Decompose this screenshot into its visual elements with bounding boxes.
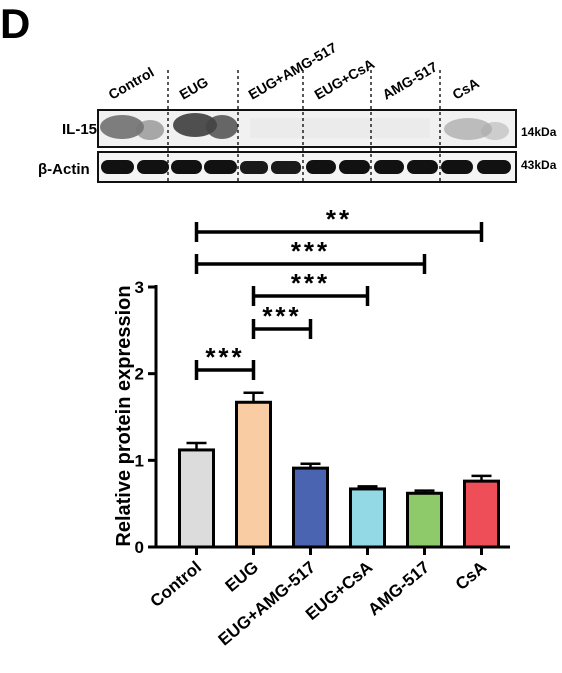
blot-size-il15: 14kDa xyxy=(521,125,557,139)
bar xyxy=(235,400,272,549)
x-tick-label: EUG xyxy=(222,558,262,596)
significance-label: *** xyxy=(291,268,330,298)
lane-label: EUG xyxy=(177,74,211,103)
significance-brackets: ************** xyxy=(194,204,484,380)
significance-label: ** xyxy=(326,204,352,234)
actin-bands xyxy=(101,160,511,174)
il15-bands xyxy=(100,113,509,140)
blot-row-label-il15: IL-15 xyxy=(62,121,97,138)
significance-label: *** xyxy=(205,342,244,372)
bar xyxy=(349,487,386,549)
bar xyxy=(463,479,500,549)
lane-dividers xyxy=(167,70,441,184)
y-tick-label: 2 xyxy=(135,365,144,384)
blot-size-actin: 43kDa xyxy=(521,158,557,172)
x-tick-label: CsA xyxy=(452,558,490,594)
bar xyxy=(292,466,329,549)
panel-label: D xyxy=(0,0,30,47)
y-tick-label: 0 xyxy=(135,538,144,557)
x-tick-label: EUG+AMG-517 xyxy=(215,558,319,650)
bars xyxy=(178,391,500,549)
x-tick-label: Control xyxy=(147,558,206,611)
significance-label: *** xyxy=(291,236,330,266)
y-axis-label: Relative protein expression xyxy=(113,285,135,546)
bar xyxy=(178,448,215,549)
y-tick-label: 3 xyxy=(135,278,144,297)
significance-label: *** xyxy=(262,301,301,331)
lane-label: Control xyxy=(106,64,157,103)
y-tick-label: 1 xyxy=(135,451,144,470)
bar xyxy=(406,491,443,549)
x-tick-label: AMG-517 xyxy=(364,558,433,620)
lane-label: CsA xyxy=(450,75,482,103)
blot-row-label-actin: β-Actin xyxy=(38,161,90,178)
lane-label: AMG-517 xyxy=(380,58,441,102)
